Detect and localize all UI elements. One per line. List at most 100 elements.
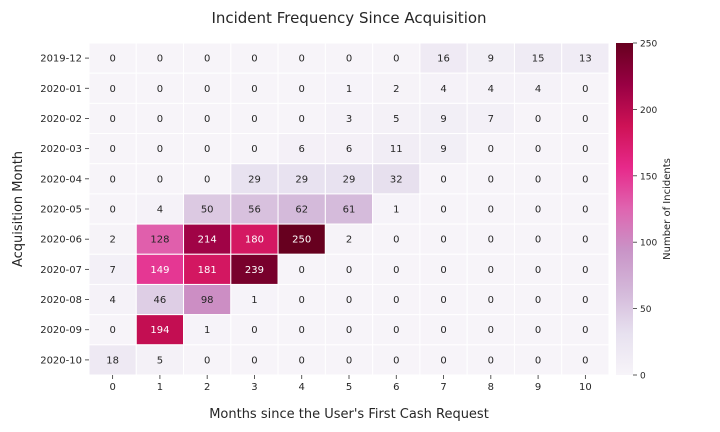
heatmap-cell [561,193,610,225]
cell-value-label: 0 [157,84,163,95]
heatmap-cell [135,42,185,74]
cell-value-label: 0 [299,114,305,125]
cell-value-label: 0 [346,355,352,366]
cell-value-label: 250 [292,235,311,246]
y-tick-label: 2020-09 [40,325,82,336]
cell-value-label: 0 [393,295,399,306]
heatmap-cell [372,102,421,135]
cell-value-label: 0 [204,114,210,125]
heatmap-cell [419,314,468,346]
heatmap-cell [513,72,563,104]
cell-value-label: 0 [204,355,210,366]
cell-value-label: 18 [106,355,119,366]
cell-value-label: 4 [157,205,163,216]
cell-value-label: 4 [488,84,494,95]
heatmap-cell [135,344,185,376]
y-tick-label: 2019-12 [40,54,82,65]
cell-value-label: 0 [346,295,352,306]
cell-value-label: 0 [109,174,115,185]
x-tick-label: 1 [157,382,163,393]
heatmap-cell [419,253,468,285]
cell-value-label: 128 [150,235,169,246]
heatmap-cell [135,163,185,195]
cell-value-label: 0 [204,54,210,65]
cell-value-label: 0 [488,355,494,366]
cell-value-label: 0 [582,84,588,95]
heatmap-cell [277,102,326,135]
heatmap-cell [372,163,421,195]
cell-value-label: 0 [440,265,446,276]
cell-value-label: 3 [346,114,352,125]
heatmap-cell [513,253,563,285]
cell-value-label: 0 [251,114,257,125]
heatmap-cell [277,344,326,376]
cell-value-label: 29 [248,174,261,185]
heatmap-cell [183,314,232,346]
cell-value-label: 0 [535,174,541,185]
heatmap-cell [561,72,610,104]
heatmap-cell [135,223,185,255]
cell-value-label: 98 [201,295,214,306]
heatmap-cell [419,283,468,316]
heatmap-cell [466,344,515,376]
colorbar-tick-label: 50 [640,305,652,315]
heatmap-cell [419,72,468,104]
cell-value-label: 0 [299,325,305,336]
cell-value-label: 11 [390,144,403,155]
heatmap-cell [324,72,374,104]
cell-value-label: 0 [299,84,305,95]
cell-value-label: 7 [488,114,494,125]
cell-value-label: 0 [535,355,541,366]
heatmap-cell [88,102,137,135]
cell-value-label: 15 [532,54,545,65]
cell-value-label: 0 [346,265,352,276]
heatmap-cell [561,344,610,376]
heatmap-cell [88,223,137,255]
heatmap-cell [561,42,610,74]
x-tick-label: 6 [393,382,399,393]
cell-value-label: 0 [488,235,494,246]
cell-value-label: 1 [251,295,257,306]
heatmap-cell [372,223,421,255]
cell-value-label: 9 [488,54,494,65]
colorbar-tick-label: 0 [640,372,646,382]
y-tick-label: 2020-02 [40,114,82,125]
cell-value-label: 0 [393,355,399,366]
cell-value-label: 2 [393,84,399,95]
y-tick-label: 2020-07 [40,265,82,276]
cell-value-label: 0 [488,265,494,276]
cell-value-label: 0 [157,144,163,155]
heatmap-cell [561,163,610,195]
cell-value-label: 0 [535,114,541,125]
cell-value-label: 0 [582,205,588,216]
heatmap-cell [88,163,137,195]
colorbar-tick-label: 150 [640,172,657,182]
cell-value-label: 4 [440,84,446,95]
cell-value-label: 61 [343,205,356,216]
heatmap-cell [513,283,563,316]
cell-value-label: 0 [109,144,115,155]
heatmap-cell [466,283,515,316]
cell-value-label: 0 [440,205,446,216]
y-tick-label: 2020-05 [40,205,82,216]
cell-value-label: 0 [109,84,115,95]
x-tick-label: 4 [299,382,305,393]
y-axis-ticks: 2019-12 2020-01 2020-02 2020-03 2020-04 2020-… [40,54,89,366]
y-tick-label: 2020-01 [40,84,82,95]
cell-value-label: 0 [535,295,541,306]
cell-value-label: 0 [582,265,588,276]
heatmap-cells: 0 0 0 0 0 0 0 16 9 15 130 0 0 0 0 1 2 4 4 4 00 0 0 0 0 3 5 9 7 0 00 0 0 0… [88,42,610,376]
cell-value-label: 4 [535,84,541,95]
cell-value-label: 0 [582,295,588,306]
heatmap-cell [230,314,279,346]
cell-value-label: 194 [150,325,169,336]
cell-value-label: 0 [346,54,352,65]
cell-value-label: 0 [157,174,163,185]
heatmap-cell [230,133,279,165]
heatmap-cell [88,193,137,225]
heatmap-cell [561,133,610,165]
cell-value-label: 0 [109,54,115,65]
heatmap-cell [230,193,279,225]
cell-value-label: 0 [535,235,541,246]
cell-value-label: 56 [248,205,261,216]
